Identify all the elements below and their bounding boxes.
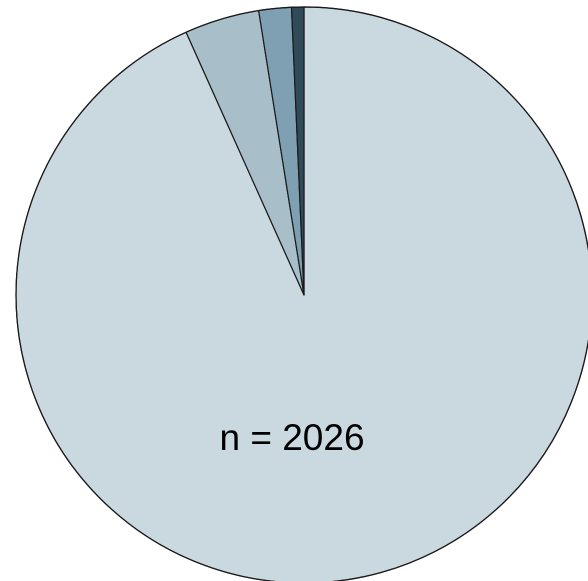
sample-size-label: n = 2026 <box>219 417 364 458</box>
pie-outline <box>15 6 588 581</box>
pie-slices <box>15 6 588 581</box>
